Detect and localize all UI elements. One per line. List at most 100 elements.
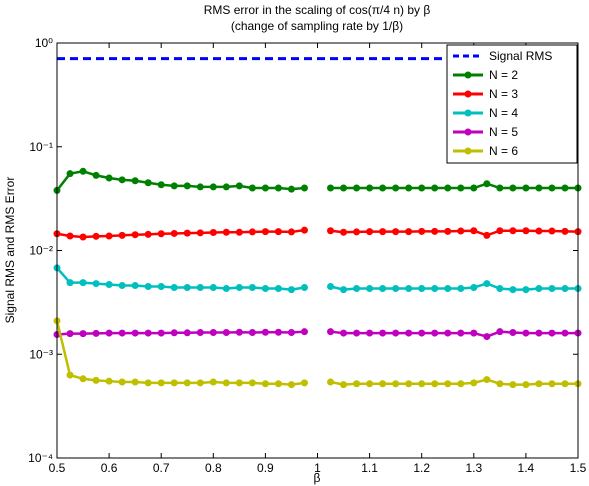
marker <box>405 380 413 388</box>
marker <box>209 229 217 237</box>
marker <box>483 180 491 188</box>
marker <box>535 184 543 192</box>
marker <box>66 170 74 178</box>
marker <box>261 184 269 192</box>
marker <box>379 184 387 192</box>
marker <box>431 184 439 192</box>
marker <box>118 231 126 239</box>
marker <box>548 184 556 192</box>
marker <box>405 228 413 236</box>
marker <box>92 171 100 179</box>
marker <box>444 380 452 388</box>
marker <box>353 380 361 388</box>
marker <box>196 329 204 337</box>
marker <box>196 379 204 387</box>
marker <box>483 333 491 341</box>
marker <box>183 329 191 337</box>
legend-label: N = 2 <box>489 68 518 82</box>
x-tick-label: 0.8 <box>205 461 222 475</box>
y-tick-label: 10⁻³ <box>29 347 53 361</box>
marker <box>431 227 439 235</box>
marker <box>561 227 569 235</box>
marker <box>209 283 217 291</box>
chart-title: RMS error in the scaling of cos(π/4 n) b… <box>204 3 431 17</box>
marker <box>392 380 400 388</box>
marker <box>561 329 569 337</box>
legend-marker <box>464 147 472 155</box>
marker <box>248 184 256 192</box>
marker <box>196 183 204 191</box>
marker <box>340 228 348 236</box>
marker <box>274 380 282 388</box>
marker <box>287 228 295 236</box>
marker <box>405 184 413 192</box>
marker <box>235 228 243 236</box>
chart-subtitle: (change of sampling rate by 1/β) <box>231 19 403 33</box>
marker <box>222 183 230 191</box>
marker <box>431 285 439 293</box>
marker <box>509 329 517 337</box>
marker <box>392 285 400 293</box>
marker <box>79 375 87 383</box>
marker <box>183 379 191 387</box>
marker <box>248 379 256 387</box>
marker <box>222 379 230 387</box>
marker <box>561 380 569 388</box>
marker <box>248 283 256 291</box>
x-tick-label: 0.9 <box>257 461 274 475</box>
marker <box>405 285 413 293</box>
plot-frame <box>56 42 579 459</box>
marker <box>431 380 439 388</box>
marker <box>118 329 126 337</box>
marker <box>300 184 308 192</box>
marker <box>66 232 74 240</box>
marker <box>444 227 452 235</box>
marker <box>496 285 504 293</box>
marker <box>457 285 465 293</box>
marker <box>379 228 387 236</box>
marker <box>79 279 87 287</box>
marker <box>509 227 517 235</box>
marker <box>118 281 126 289</box>
marker <box>131 177 139 185</box>
marker <box>144 282 152 290</box>
y-axis-label: Signal RMS and RMS Error <box>3 177 17 324</box>
marker <box>274 328 282 336</box>
marker <box>548 380 556 388</box>
marker <box>340 286 348 294</box>
marker <box>366 285 374 293</box>
marker <box>170 229 178 237</box>
marker <box>300 283 308 291</box>
marker <box>418 380 426 388</box>
y-tick-label: 10⁻² <box>29 244 53 258</box>
marker <box>548 285 556 293</box>
marker <box>287 329 295 337</box>
marker <box>353 228 361 236</box>
marker <box>444 285 452 293</box>
x-tick-label: 1 <box>314 461 321 475</box>
marker <box>144 230 152 238</box>
marker <box>209 329 217 337</box>
marker <box>183 229 191 237</box>
marker <box>300 226 308 234</box>
marker <box>300 379 308 387</box>
marker <box>209 378 217 386</box>
marker <box>366 184 374 192</box>
marker <box>509 381 517 389</box>
legend-marker <box>464 109 472 117</box>
legend-marker <box>464 71 472 79</box>
marker <box>353 329 361 337</box>
marker <box>287 185 295 193</box>
marker <box>118 378 126 386</box>
marker <box>548 227 556 235</box>
marker <box>522 329 530 337</box>
marker <box>170 283 178 291</box>
marker <box>144 329 152 337</box>
marker <box>261 285 269 293</box>
marker <box>235 379 243 387</box>
marker <box>274 184 282 192</box>
marker <box>496 380 504 388</box>
y-tick-label: 10⁻¹ <box>29 140 53 154</box>
marker <box>144 179 152 187</box>
marker <box>261 380 269 388</box>
